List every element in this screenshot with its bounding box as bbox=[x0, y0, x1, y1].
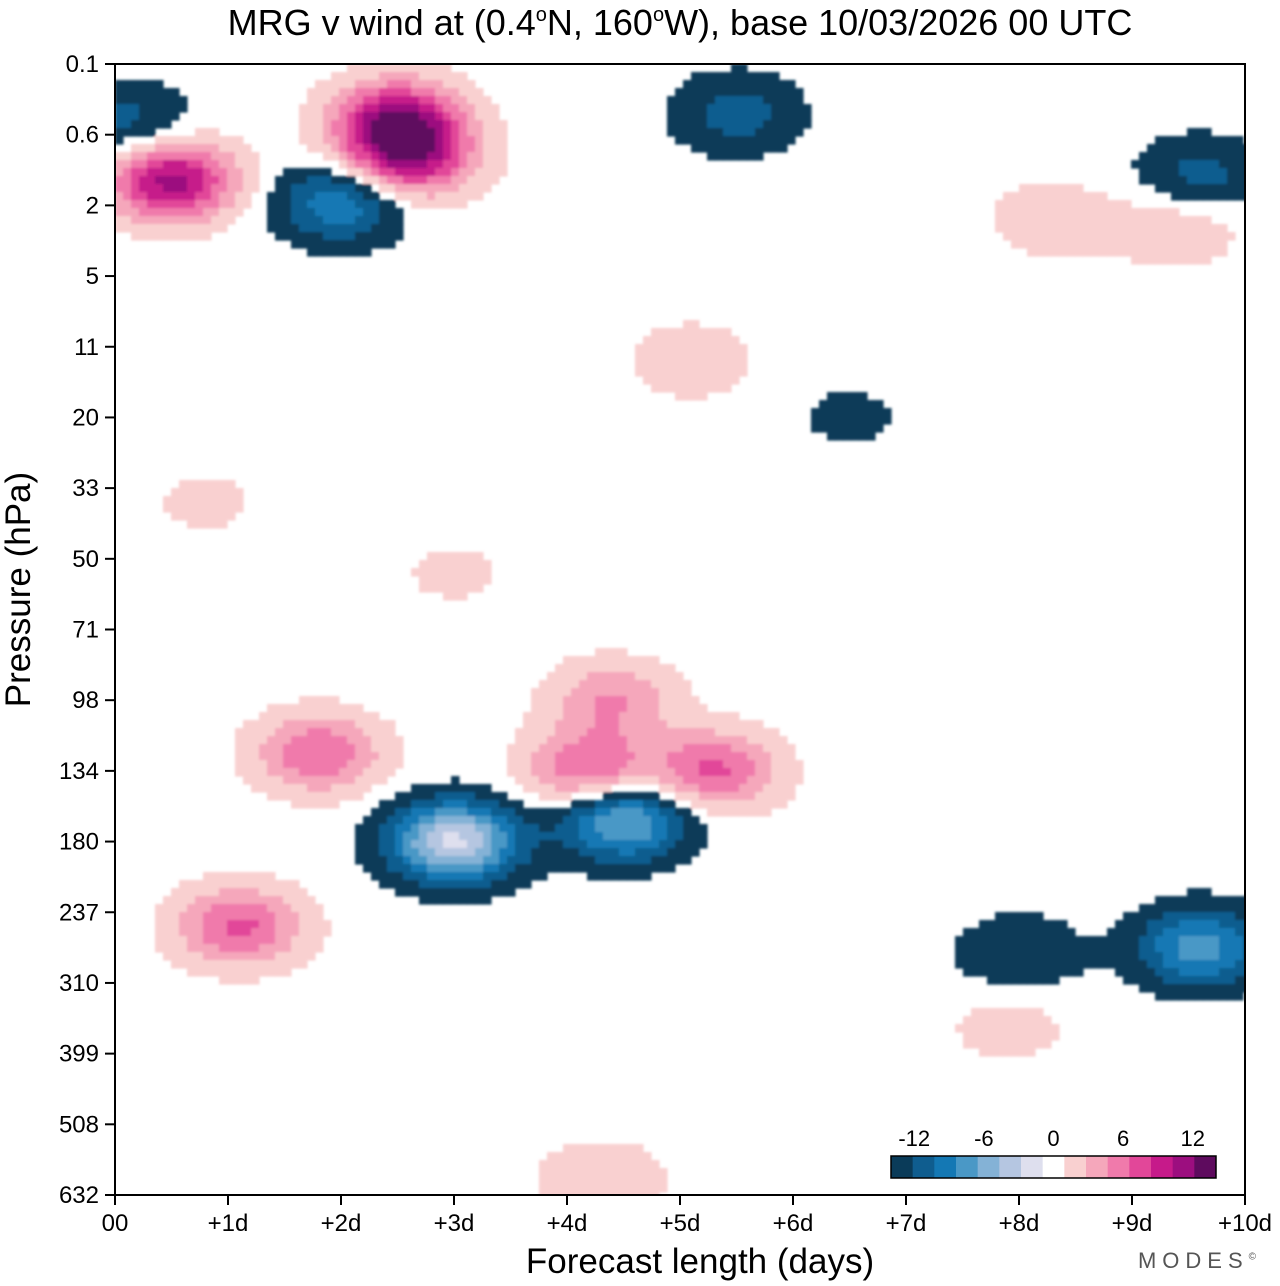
x-axis-label: Forecast length (days) bbox=[526, 1242, 874, 1281]
colorbar-swatch bbox=[1107, 1156, 1130, 1178]
colorbar-swatch bbox=[1086, 1156, 1109, 1178]
y-tick-label: 2 bbox=[86, 192, 99, 219]
colorbar-tick-label: -12 bbox=[898, 1126, 930, 1151]
y-tick-label: 632 bbox=[59, 1182, 99, 1209]
y-tick-label: 50 bbox=[72, 546, 99, 573]
contour-field bbox=[115, 64, 1245, 1195]
x-tick-label: +4d bbox=[547, 1210, 588, 1237]
colorbar-swatch bbox=[1064, 1156, 1087, 1178]
x-tick-label: +7d bbox=[886, 1210, 927, 1237]
colorbar-frame bbox=[890, 1155, 1217, 1179]
x-tick-label: +5d bbox=[660, 1210, 701, 1237]
x-tick-label: +9d bbox=[1112, 1210, 1153, 1237]
y-tick-label: 310 bbox=[59, 970, 99, 997]
y-axis-label: Pressure (hPa) bbox=[0, 472, 38, 707]
y-tick-label: 399 bbox=[59, 1041, 99, 1068]
y-tick-label: 237 bbox=[59, 899, 99, 926]
x-tick-label: +6d bbox=[773, 1210, 814, 1237]
colorbar-swatch bbox=[956, 1156, 979, 1178]
y-tick-label: 98 bbox=[72, 687, 99, 714]
x-tick-label: +1d bbox=[208, 1210, 249, 1237]
colorbar-tick-label: 12 bbox=[1181, 1126, 1205, 1151]
colorbar-swatch bbox=[1194, 1156, 1217, 1178]
colorbar-tick-label: 0 bbox=[1047, 1126, 1059, 1151]
x-tick-label: +3d bbox=[434, 1210, 475, 1237]
x-tick-label: +10d bbox=[1218, 1210, 1272, 1237]
y-tick-label: 71 bbox=[72, 617, 99, 644]
y-tick-label: 0.1 bbox=[66, 51, 99, 78]
colorbar-swatch bbox=[977, 1156, 1000, 1178]
colorbar-swatch bbox=[1021, 1156, 1044, 1178]
colorbar-swatch bbox=[1129, 1156, 1152, 1178]
colorbar-swatch bbox=[999, 1156, 1022, 1178]
y-tick-label: 0.6 bbox=[66, 122, 99, 149]
y-tick-label: 508 bbox=[59, 1111, 99, 1138]
modes-logo: MODES© bbox=[1137, 1248, 1256, 1273]
axes: 00 +1d +2d +3d +4d +5d +6d +7d +8d +9d +10d 0.1 0.6 2… bbox=[0, 51, 1272, 1281]
colorbar-swatch bbox=[1172, 1156, 1195, 1178]
x-tick-label: +2d bbox=[321, 1210, 362, 1237]
y-tick-label: 134 bbox=[59, 758, 99, 785]
y-tick-label: 180 bbox=[59, 829, 99, 856]
colorbar-tick-label: 6 bbox=[1117, 1126, 1129, 1151]
colorbar-swatch bbox=[912, 1156, 935, 1178]
colorbar-swatch bbox=[1042, 1156, 1065, 1178]
colorbar-swatch bbox=[934, 1156, 957, 1178]
colorbar-swatch bbox=[1151, 1156, 1174, 1178]
chart-title: MRG v wind at (0.4oN, 160oW), base 10/03… bbox=[227, 2, 1133, 43]
colorbar-swatch bbox=[891, 1156, 914, 1178]
y-tick-label: 5 bbox=[86, 263, 99, 290]
y-tick-label: 33 bbox=[72, 475, 99, 502]
x-tick-label: +8d bbox=[999, 1210, 1040, 1237]
y-tick-label: 20 bbox=[72, 404, 99, 431]
y-tick-label: 11 bbox=[74, 334, 99, 361]
colorbar: -12 -6 0 6 12 bbox=[890, 1126, 1217, 1179]
x-tick-label: 00 bbox=[102, 1210, 129, 1237]
colorbar-tick-label: -6 bbox=[974, 1126, 994, 1151]
